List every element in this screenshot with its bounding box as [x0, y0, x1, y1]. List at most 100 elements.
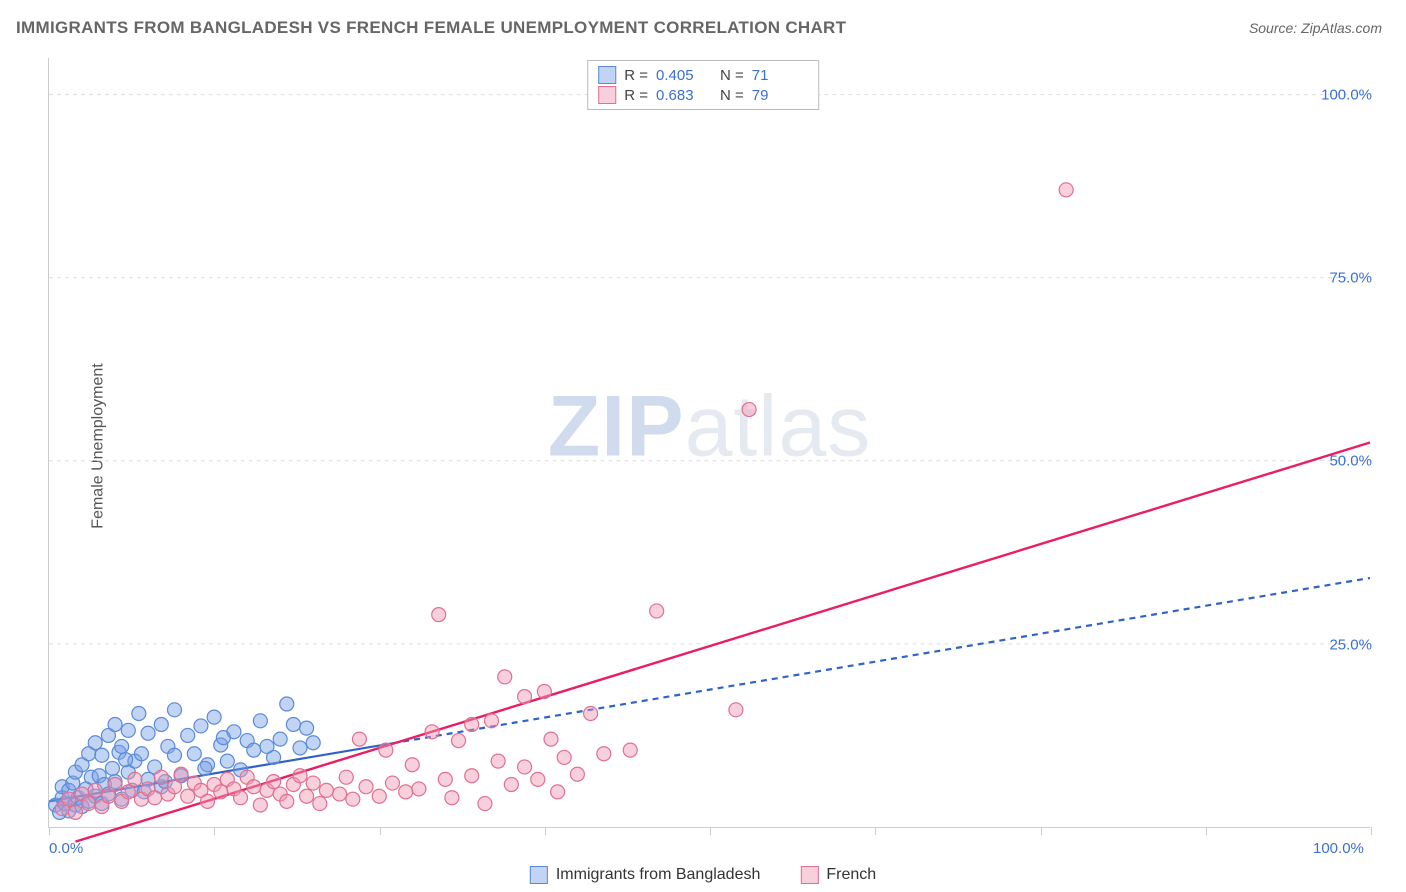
data-point [412, 782, 426, 796]
data-point [174, 767, 188, 781]
data-point [1059, 183, 1073, 197]
data-point [729, 703, 743, 717]
legend-n-value: 79 [752, 87, 808, 104]
data-point [95, 748, 109, 762]
data-point [313, 797, 327, 811]
data-point [181, 728, 195, 742]
data-point [504, 778, 518, 792]
data-point [234, 791, 248, 805]
data-point [452, 734, 466, 748]
legend-series-label: French [826, 866, 876, 884]
y-tick-label: 100.0% [1321, 86, 1372, 103]
data-point [220, 754, 234, 768]
data-point [742, 403, 756, 417]
legend-swatch [800, 866, 818, 884]
legend-bottom-item: Immigrants from Bangladesh [530, 866, 761, 884]
legend-n-label: N = [720, 67, 744, 84]
scatter-svg [49, 58, 1370, 827]
legend-r-value: 0.683 [656, 87, 712, 104]
data-point [207, 710, 221, 724]
chart-title: IMMIGRANTS FROM BANGLADESH VS FRENCH FEM… [16, 18, 846, 38]
legend-series-label: Immigrants from Bangladesh [556, 866, 761, 884]
data-point [544, 732, 558, 746]
data-point [154, 770, 168, 784]
data-point [465, 717, 479, 731]
data-point [154, 717, 168, 731]
data-point [201, 794, 215, 808]
x-tick [875, 827, 876, 835]
data-point [352, 732, 366, 746]
x-tick [380, 827, 381, 835]
data-point [286, 717, 300, 731]
data-point [485, 714, 499, 728]
data-point [432, 608, 446, 622]
data-point [253, 714, 267, 728]
x-tick [49, 827, 50, 835]
data-point [115, 739, 129, 753]
data-point [293, 741, 307, 755]
data-point [293, 769, 307, 783]
legend-top-row: R =0.683N =79 [598, 85, 808, 105]
data-point [121, 723, 135, 737]
x-tick [214, 827, 215, 835]
data-point [214, 785, 228, 799]
data-point [319, 783, 333, 797]
data-point [141, 726, 155, 740]
data-point [187, 747, 201, 761]
x-tick [710, 827, 711, 835]
data-point [88, 736, 102, 750]
y-tick-label: 25.0% [1329, 636, 1372, 653]
data-point [385, 776, 399, 790]
data-point [359, 780, 373, 794]
data-point [247, 743, 261, 757]
data-point [405, 758, 419, 772]
legend-top: R =0.405N =71R = 0.683 N = 79 [587, 60, 819, 110]
legend-swatch [598, 86, 616, 104]
data-point [253, 798, 267, 812]
legend-swatch [598, 66, 616, 84]
data-point [260, 739, 274, 753]
data-point [438, 772, 452, 786]
data-point [105, 761, 119, 775]
source-attribution: Source: ZipAtlas.com [1249, 20, 1382, 36]
data-point [247, 780, 261, 794]
data-point [62, 792, 76, 806]
legend-n-label: N = [720, 87, 744, 104]
data-point [273, 732, 287, 746]
data-point [68, 805, 82, 819]
plot-area: ZIPatlas 25.0%50.0%75.0%100.0% 0.0%100.0… [48, 58, 1370, 828]
data-point [399, 785, 413, 799]
data-point [300, 789, 314, 803]
data-point [148, 791, 162, 805]
data-point [168, 703, 182, 717]
data-point [339, 770, 353, 784]
data-point [425, 725, 439, 739]
x-tick [1206, 827, 1207, 835]
legend-top-row: R =0.405N =71 [598, 65, 808, 85]
x-tick [545, 827, 546, 835]
data-point [478, 797, 492, 811]
data-point [168, 780, 182, 794]
data-point [623, 743, 637, 757]
data-point [518, 760, 532, 774]
legend-r-label: R = [624, 67, 648, 84]
data-point [88, 783, 102, 797]
data-point [82, 797, 96, 811]
data-point [498, 670, 512, 684]
data-point [216, 731, 230, 745]
data-point [168, 748, 182, 762]
x-tick-label: 0.0% [49, 840, 83, 857]
data-point [557, 750, 571, 764]
data-point [650, 604, 664, 618]
data-point [121, 785, 135, 799]
data-point [108, 778, 122, 792]
data-point [132, 706, 146, 720]
data-point [346, 792, 360, 806]
y-tick-label: 75.0% [1329, 270, 1372, 287]
data-point [518, 690, 532, 704]
data-point [108, 717, 122, 731]
data-point [531, 772, 545, 786]
data-point [491, 754, 505, 768]
data-point [280, 794, 294, 808]
data-point [198, 761, 212, 775]
